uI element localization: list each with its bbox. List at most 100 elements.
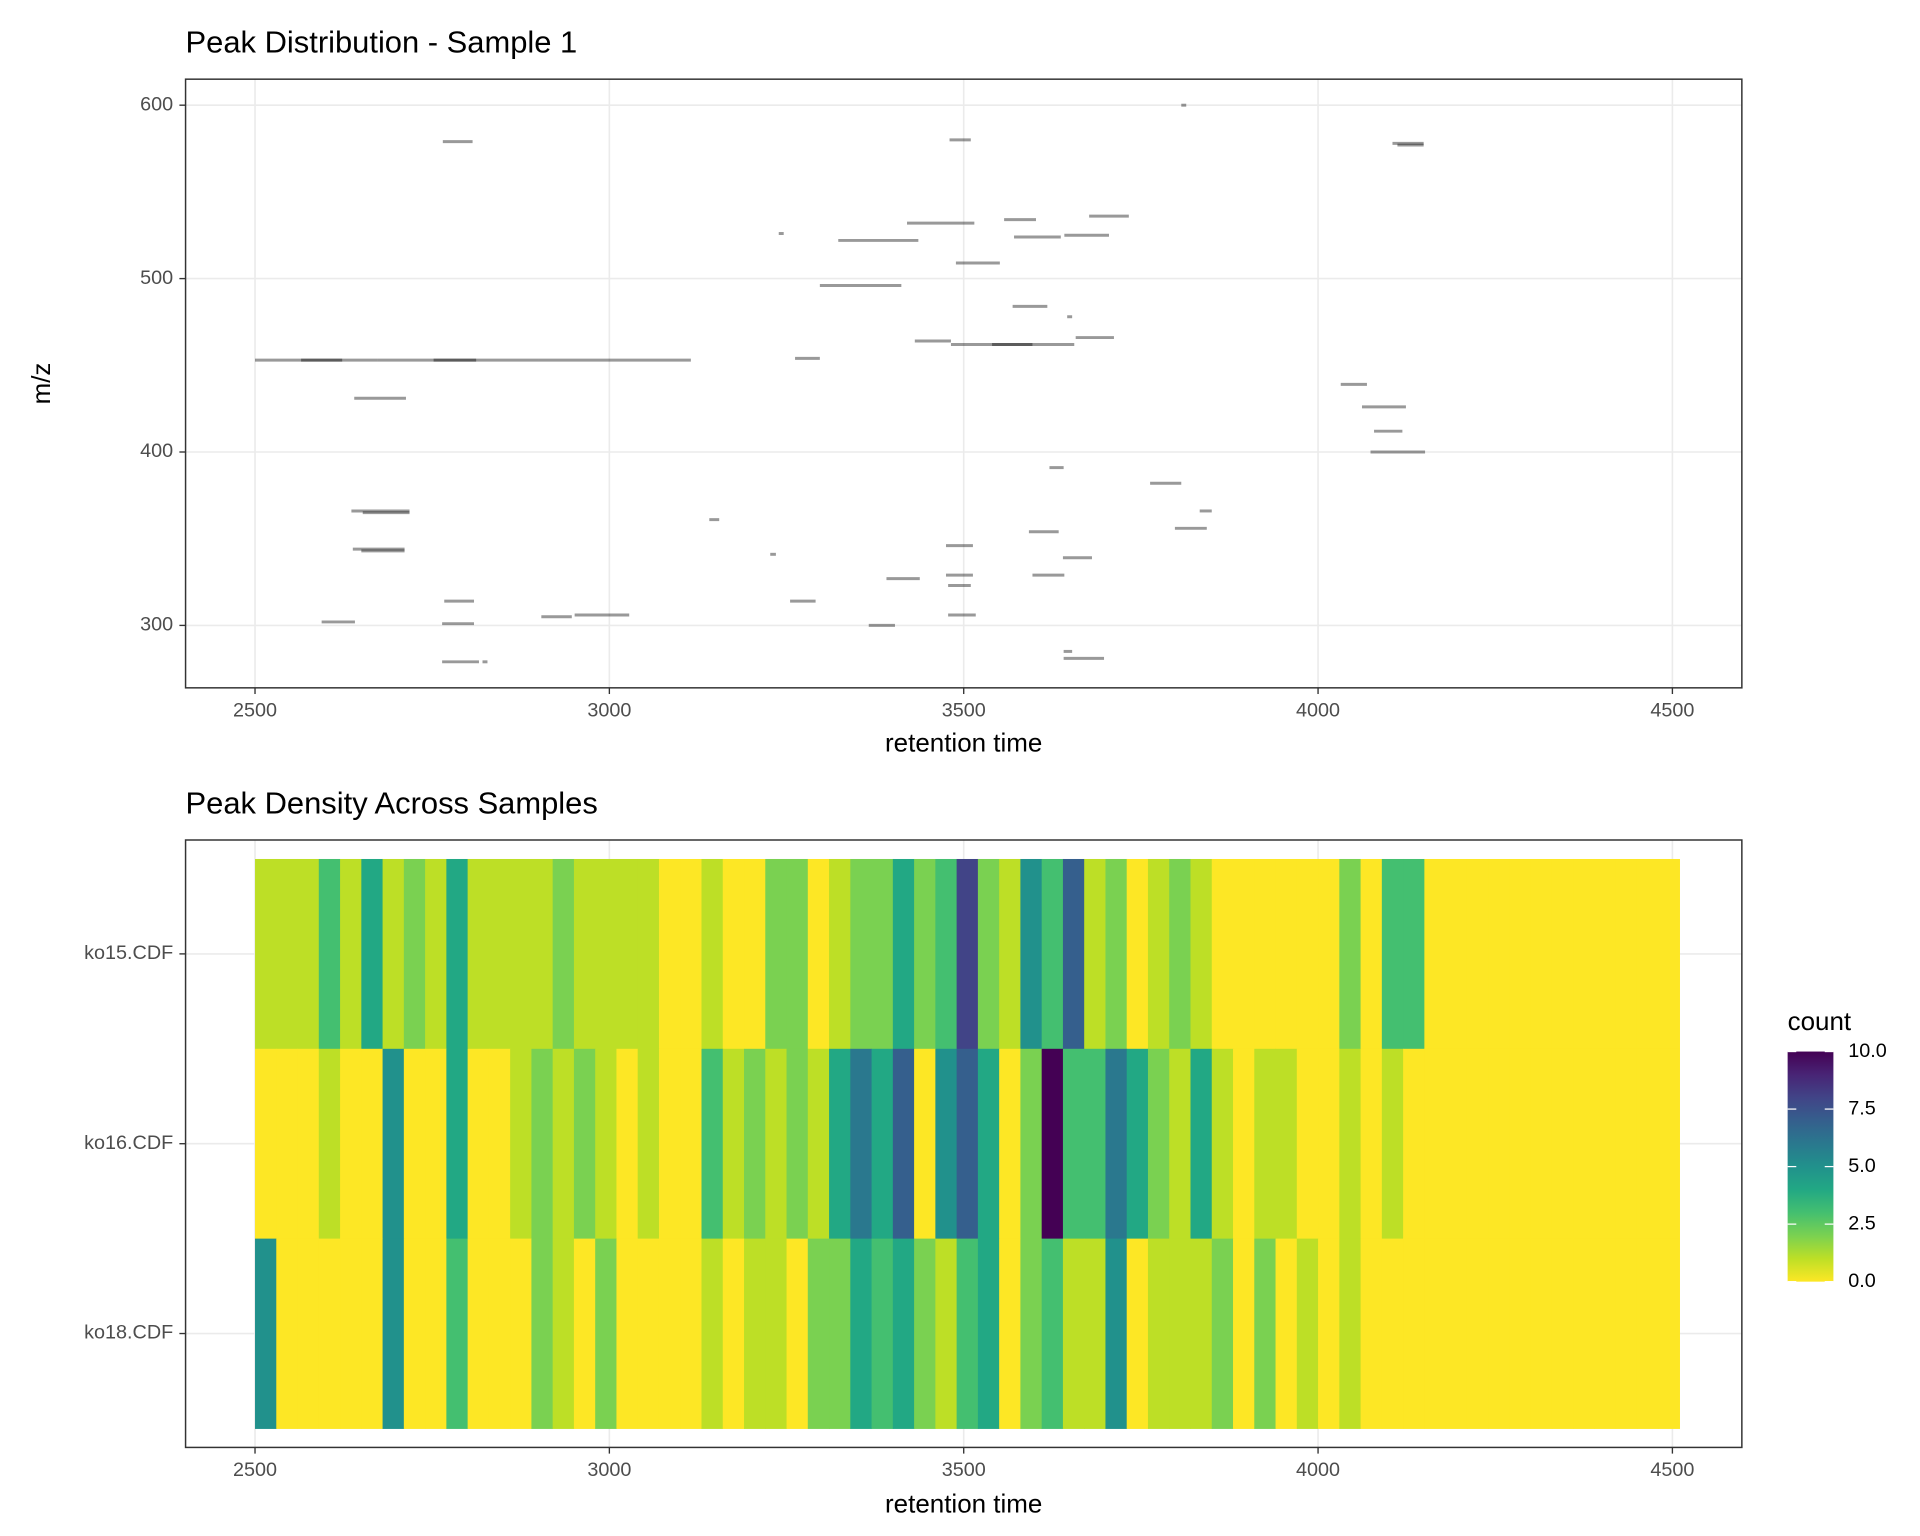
- heat-tile: [850, 1238, 873, 1429]
- heat-tile: [573, 1238, 596, 1429]
- legend-title: count: [1788, 1006, 1852, 1036]
- heat-tile: [1594, 858, 1617, 1050]
- y-tick-label: ko15.CDF: [84, 942, 173, 964]
- heat-tile: [956, 858, 979, 1050]
- heat-tile: [488, 858, 511, 1050]
- heat-tile: [1126, 1238, 1149, 1429]
- heat-tile: [382, 1048, 405, 1240]
- heat-tile: [1126, 858, 1149, 1050]
- heat-tile: [977, 1238, 1000, 1429]
- heat-tile: [425, 1048, 447, 1240]
- x-tick-label: 2500: [233, 700, 277, 722]
- heat-tile: [573, 858, 596, 1050]
- heat-tile: [680, 858, 702, 1050]
- heat-tile: [340, 1048, 362, 1240]
- heat-tile: [1254, 1048, 1277, 1240]
- heat-tile: [595, 1238, 617, 1429]
- heat-tile: [531, 858, 554, 1050]
- heat-tile: [744, 1048, 766, 1240]
- heat-tile: [829, 858, 851, 1050]
- heat-tile: [701, 1048, 724, 1240]
- heat-tile: [914, 858, 936, 1050]
- heat-tile: [1105, 1048, 1128, 1240]
- heat-tile: [531, 1048, 554, 1240]
- heat-tile: [1636, 1048, 1659, 1240]
- x-tick-label: 3000: [587, 1459, 631, 1481]
- heat-tile: [1573, 1238, 1595, 1429]
- heat-tile: [722, 1238, 745, 1429]
- heat-tile: [616, 858, 639, 1050]
- x-tick-label: 4000: [1296, 1459, 1340, 1481]
- heat-tile: [637, 1048, 660, 1240]
- heat-tile: [1530, 1238, 1553, 1429]
- heat-tile: [1147, 1238, 1170, 1429]
- heat-tile: [1318, 858, 1340, 1050]
- heat-tile: [531, 1238, 554, 1429]
- heat-tile: [1466, 858, 1489, 1050]
- heat-tile: [1041, 1048, 1064, 1240]
- heat-tile: [956, 1238, 979, 1429]
- heat-tile: [850, 1048, 873, 1240]
- heat-tile: [382, 858, 405, 1050]
- heat-tile: [425, 858, 447, 1050]
- heat-tile: [403, 1238, 426, 1429]
- legend-label: 2.5: [1848, 1212, 1875, 1234]
- heat-tile: [765, 858, 788, 1050]
- panel-border: [184, 839, 1743, 1449]
- x-tick-label: 4000: [1296, 700, 1340, 722]
- heat-tile: [1084, 1048, 1106, 1240]
- heat-tile: [1594, 1238, 1617, 1429]
- heat-tile: [1551, 858, 1574, 1050]
- heat-tile: [722, 1048, 745, 1240]
- heat-tile: [1360, 1048, 1383, 1240]
- heat-tile: [1147, 858, 1170, 1050]
- heat-tile: [255, 858, 277, 1050]
- heat-tile: [1318, 1048, 1340, 1240]
- heat-tile: [765, 1048, 788, 1240]
- heat-tile: [977, 858, 1000, 1050]
- x-axis-title: retention time: [885, 728, 1042, 758]
- heat-tile: [595, 1048, 617, 1240]
- heat-tile: [1488, 858, 1510, 1050]
- heat-tile: [1488, 1238, 1510, 1429]
- heat-tile: [807, 1238, 830, 1429]
- y-tick-label: 300: [140, 614, 173, 636]
- heat-tile: [361, 1048, 384, 1240]
- heat-tile: [892, 1238, 915, 1429]
- heat-tile: [744, 858, 766, 1050]
- heat-tile: [1615, 858, 1638, 1050]
- heat-tile: [1084, 858, 1106, 1050]
- heat-tile: [1509, 1048, 1532, 1240]
- heat-tile: [1169, 1048, 1191, 1240]
- heat-tile: [871, 1238, 894, 1429]
- heat-tile: [1403, 1048, 1425, 1240]
- heat-tile: [1211, 1238, 1234, 1429]
- heat-tile: [658, 1238, 681, 1429]
- heat-tile: [1551, 1048, 1574, 1240]
- heat-tile: [1551, 1238, 1574, 1429]
- heat-tile: [1573, 858, 1595, 1050]
- heat-tile: [616, 1048, 639, 1240]
- heat-tile: [467, 858, 490, 1050]
- heat-tile: [1254, 858, 1277, 1050]
- heat-tile: [1615, 1048, 1638, 1240]
- heat-tile: [1318, 1238, 1340, 1429]
- heat-tile: [1509, 858, 1532, 1050]
- heat-tile: [637, 858, 660, 1050]
- heat-tile: [1190, 858, 1213, 1050]
- y-tick-label: 500: [140, 267, 173, 289]
- heat-tile: [488, 1048, 511, 1240]
- heat-tile: [1573, 1048, 1595, 1240]
- heat-tile: [765, 1238, 788, 1429]
- heat-tile: [1041, 858, 1064, 1050]
- legend-label: 5.0: [1848, 1155, 1875, 1177]
- heat-tile: [510, 1048, 532, 1240]
- heat-tile: [1658, 1238, 1680, 1429]
- heat-tile: [1445, 1048, 1468, 1240]
- heat-tile: [1275, 1048, 1298, 1240]
- x-tick-label: 2500: [233, 1459, 277, 1481]
- heat-tile: [1169, 858, 1191, 1050]
- heat-tile: [935, 1048, 958, 1240]
- heat-tile: [1509, 1238, 1532, 1429]
